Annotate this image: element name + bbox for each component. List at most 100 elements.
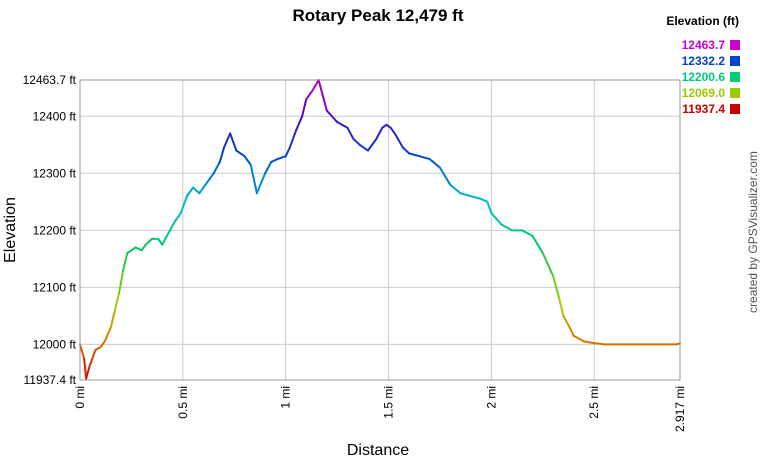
legend-value: 12332.2 xyxy=(682,54,726,68)
elevation-segment xyxy=(408,152,421,158)
elevation-segment xyxy=(229,132,238,152)
elevation-segment xyxy=(305,89,314,101)
elevation-segment xyxy=(208,172,215,181)
elevation-segment xyxy=(288,129,297,149)
elevation-segment xyxy=(469,195,483,200)
elevation-segment xyxy=(294,115,304,132)
elevation-segment xyxy=(144,237,153,246)
elevation-segment xyxy=(202,178,211,189)
elevation-segment xyxy=(346,126,355,141)
x-tick-label: 0.5 mi xyxy=(176,386,190,419)
elevation-segment xyxy=(118,269,125,295)
elevation-segment xyxy=(352,138,361,146)
elevation-segment xyxy=(480,197,489,203)
elevation-line xyxy=(79,79,681,380)
elevation-segment xyxy=(521,229,534,238)
elevation-segment xyxy=(83,357,88,380)
elevation-segment xyxy=(222,132,232,149)
legend-swatch xyxy=(730,40,740,50)
x-tick-label: 2.5 mi xyxy=(587,386,601,419)
elevation-segment xyxy=(113,292,121,312)
elevation-segment xyxy=(358,143,369,152)
x-tick-label: 1.5 mi xyxy=(382,386,396,419)
legend-title: Elevation (ft) xyxy=(666,14,739,28)
elevation-segment xyxy=(88,357,94,369)
elevation-segment xyxy=(393,132,404,149)
elevation-segment xyxy=(593,342,606,346)
elevation-segment xyxy=(438,166,452,186)
elevation-segment xyxy=(249,163,258,195)
elevation-segment xyxy=(276,155,287,161)
legend: Elevation (ft) 12463.7 12332.2 12200.6 1206… xyxy=(666,14,740,116)
elevation-segment xyxy=(284,146,291,158)
elevation-segment xyxy=(301,98,308,118)
x-tick-label: 1 mi xyxy=(279,386,293,409)
elevation-segment xyxy=(255,172,267,195)
plot-frame xyxy=(79,79,681,381)
elevation-segment xyxy=(198,186,205,195)
x-tick-label: 0 mi xyxy=(73,386,87,409)
elevation-segment xyxy=(264,160,273,175)
elevation-segment xyxy=(179,195,188,215)
y-axis-ticks: 11937.4 ft 12000 ft 12100 ft 12200 ft 12300 … xyxy=(23,73,77,387)
y-tick-label: 12200 ft xyxy=(33,223,77,237)
legend-value: 12200.6 xyxy=(682,70,726,84)
elevation-segment xyxy=(418,155,431,161)
y-axis-label: Elevation xyxy=(2,197,19,263)
x-axis-ticks: 0 mi 0.5 mi 1 mi 1.5 mi 2 mi 2.5 mi 2.917 mi xyxy=(73,386,687,432)
elevation-segment xyxy=(531,235,544,255)
elevation-segment xyxy=(325,109,339,124)
elevation-segment xyxy=(500,223,513,232)
credit-text: created by GPSVisualizer.com xyxy=(746,151,760,313)
elevation-segment xyxy=(552,274,561,300)
legend-swatch xyxy=(730,104,740,114)
legend-swatch xyxy=(730,88,740,98)
elevation-segment xyxy=(582,340,596,345)
legend-value: 11937.4 xyxy=(682,102,725,116)
chart-title: Rotary Peak 12,479 ft xyxy=(292,6,463,25)
elevation-segment xyxy=(270,158,279,163)
elevation-segment xyxy=(185,186,195,198)
elevation-segment xyxy=(235,149,246,158)
elevation-segment xyxy=(140,243,147,252)
elevation-segment xyxy=(167,220,176,235)
legend-value: 12463.7 xyxy=(682,38,726,52)
legend-value: 12069.0 xyxy=(682,86,726,100)
elevation-segment xyxy=(161,232,170,246)
elevation-segment xyxy=(85,366,91,380)
elevation-segment xyxy=(91,349,97,360)
elevation-segment xyxy=(389,126,396,135)
elevation-segment xyxy=(103,326,112,343)
elevation-segment xyxy=(562,314,571,329)
legend-swatch xyxy=(730,56,740,66)
y-tick-label: 12400 ft xyxy=(33,109,77,123)
elevation-segment xyxy=(541,252,555,277)
elevation-segment xyxy=(99,340,106,349)
y-tick-label: 12463.7 ft xyxy=(23,73,77,87)
y-tick-label: 12300 ft xyxy=(33,166,77,180)
y-tick-label: 11937.4 ft xyxy=(24,373,77,387)
elevation-segment xyxy=(459,192,472,198)
elevation-segment xyxy=(449,183,462,195)
x-tick-label: 2 mi xyxy=(484,386,498,409)
elevation-segment xyxy=(79,343,86,360)
elevation-segment xyxy=(336,121,349,129)
elevation-segment xyxy=(428,158,441,169)
elevation-segment xyxy=(375,126,384,141)
y-tick-label: 12100 ft xyxy=(33,280,77,294)
elevation-segment xyxy=(157,237,164,246)
elevation-segment xyxy=(317,79,328,112)
elevation-segment xyxy=(192,186,201,195)
elevation-segment xyxy=(572,334,585,343)
x-tick-label: 2.917 mi xyxy=(673,386,687,432)
elevation-segment xyxy=(568,326,575,337)
elevation-segment xyxy=(675,342,681,346)
x-axis-label: Distance xyxy=(347,442,409,459)
elevation-segment xyxy=(212,160,221,175)
elevation-segment xyxy=(558,297,565,317)
elevation-segment xyxy=(311,79,320,92)
elevation-segment xyxy=(218,146,225,163)
elevation-segment xyxy=(490,212,503,226)
elevation-segment xyxy=(173,212,182,223)
